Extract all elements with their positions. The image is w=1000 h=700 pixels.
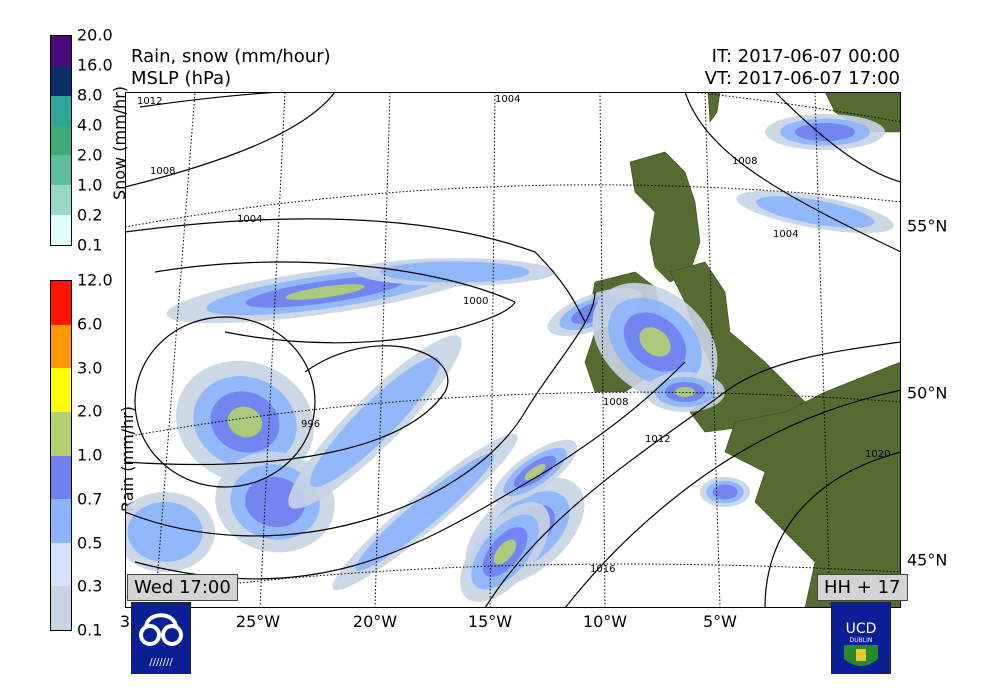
snow-tick-label: 20.0 [77, 25, 113, 45]
rain-tick-label: 2.0 [77, 401, 103, 421]
latitude-label: 50°N [907, 383, 948, 403]
svg-text:UCD: UCD [846, 621, 877, 637]
longitude-label: 20°W [352, 612, 398, 631]
longitude-label: 10°W [582, 612, 628, 631]
precip-contour [524, 463, 546, 481]
rain-tick-label: 12.0 [77, 270, 113, 290]
lead-time-label: HH + 17 [817, 574, 908, 601]
isobar-label: 1004 [237, 214, 262, 225]
snow-swatch [51, 185, 71, 216]
precip-contour [127, 502, 203, 562]
map-plot: 1012 1008 1004 1004 1000 996 1008 1012 1… [125, 92, 901, 608]
snow-swatch [51, 125, 71, 156]
precip-contour [227, 406, 263, 438]
snow-tick-label: 0.1 [77, 235, 103, 255]
rain-tick-label: 0.3 [77, 576, 103, 596]
rain-swatch [51, 324, 71, 369]
precip-contour [245, 476, 305, 528]
isobar-label: 1004 [495, 94, 520, 105]
rain-swatch [51, 368, 71, 412]
longitude-label: 25°W [235, 612, 281, 631]
graticule [125, 92, 901, 608]
precip-contour [795, 123, 855, 141]
ucd-logo: UCD DUBLIN [831, 602, 891, 674]
france-iberia [724, 361, 901, 608]
rain-tick-label: 0.7 [77, 489, 103, 509]
isobar-label: 996 [301, 419, 320, 430]
latitude-label: 45°N [907, 550, 948, 570]
precip-contour [380, 261, 530, 283]
snow-tick-label: 2.0 [77, 145, 103, 165]
rain-swatch [51, 411, 71, 456]
plot-frame [125, 92, 901, 608]
longitude-label: 15°W [467, 612, 513, 631]
precip-contour [755, 196, 875, 228]
snow-tick-label: 8.0 [77, 85, 103, 105]
day-time-label: Wed 17:00 [127, 574, 238, 601]
isobar-label: 1016 [590, 564, 615, 575]
precip-contour [309, 356, 441, 488]
rain-swatch [51, 586, 71, 630]
precip-contour [493, 539, 517, 565]
rain-tick-label: 3.0 [77, 358, 103, 377]
valid-time: VT: 2017-06-07 17:00 [704, 68, 900, 89]
snow-swatch [51, 95, 71, 126]
isobar-label: 1004 [773, 229, 798, 240]
snow-tick-label: 4.0 [77, 115, 103, 135]
isobar-label: 1008 [732, 156, 757, 167]
snow-swatch [51, 215, 71, 245]
precip-contour [675, 387, 695, 397]
snow-swatch [51, 65, 71, 96]
rain-swatch [51, 455, 71, 500]
rain-tick-label: 0.5 [77, 533, 103, 552]
isobars [125, 92, 901, 608]
latitude-label: 55°N [907, 216, 948, 236]
snow-tick-label: 0.2 [77, 205, 103, 225]
precip-contour [639, 327, 671, 357]
rain-swatch [51, 499, 71, 543]
rain-swatch [51, 281, 71, 325]
rain-tick-label: 0.1 [77, 620, 103, 640]
rain-tick-label: 1.0 [77, 445, 103, 465]
isobar-label: 1000 [463, 296, 488, 307]
isobar-label: 1008 [150, 166, 175, 177]
isobar-label: 1012 [137, 96, 162, 107]
isobar-labels: 1012 1008 1004 1004 1000 996 1008 1012 1… [137, 94, 890, 575]
svg-text:///////: /////// [149, 657, 173, 668]
snow-swatch [51, 155, 71, 186]
ichec-logo: /////// [131, 602, 191, 674]
snow-swatch [51, 35, 71, 66]
scotland [629, 151, 701, 283]
precipitation-areas [125, 114, 894, 602]
snow-tick-label: 16.0 [77, 55, 113, 75]
snow-colorbar [50, 35, 72, 246]
rain-colorbar [50, 280, 72, 631]
svg-text:DUBLIN: DUBLIN [850, 637, 873, 644]
title-line2: MSLP (hPa) [131, 68, 232, 89]
isobar-label: 1008 [603, 397, 628, 408]
title-line1: Rain, snow (mm/hour) [131, 46, 331, 67]
isobar-label: 1012 [645, 434, 670, 445]
rain-tick-label: 6.0 [77, 314, 103, 334]
rain-swatch [51, 542, 71, 587]
init-time: IT: 2017-06-07 00:00 [711, 46, 900, 67]
ichec-logo-icon: /////// [139, 613, 183, 668]
precip-contour [712, 484, 738, 500]
precip-contour [355, 453, 495, 571]
precip-contour [285, 284, 365, 300]
longitude-label: 5°W [703, 612, 737, 631]
snow-tick-label: 1.0 [77, 175, 103, 195]
isobar-label: 1020 [865, 449, 890, 460]
